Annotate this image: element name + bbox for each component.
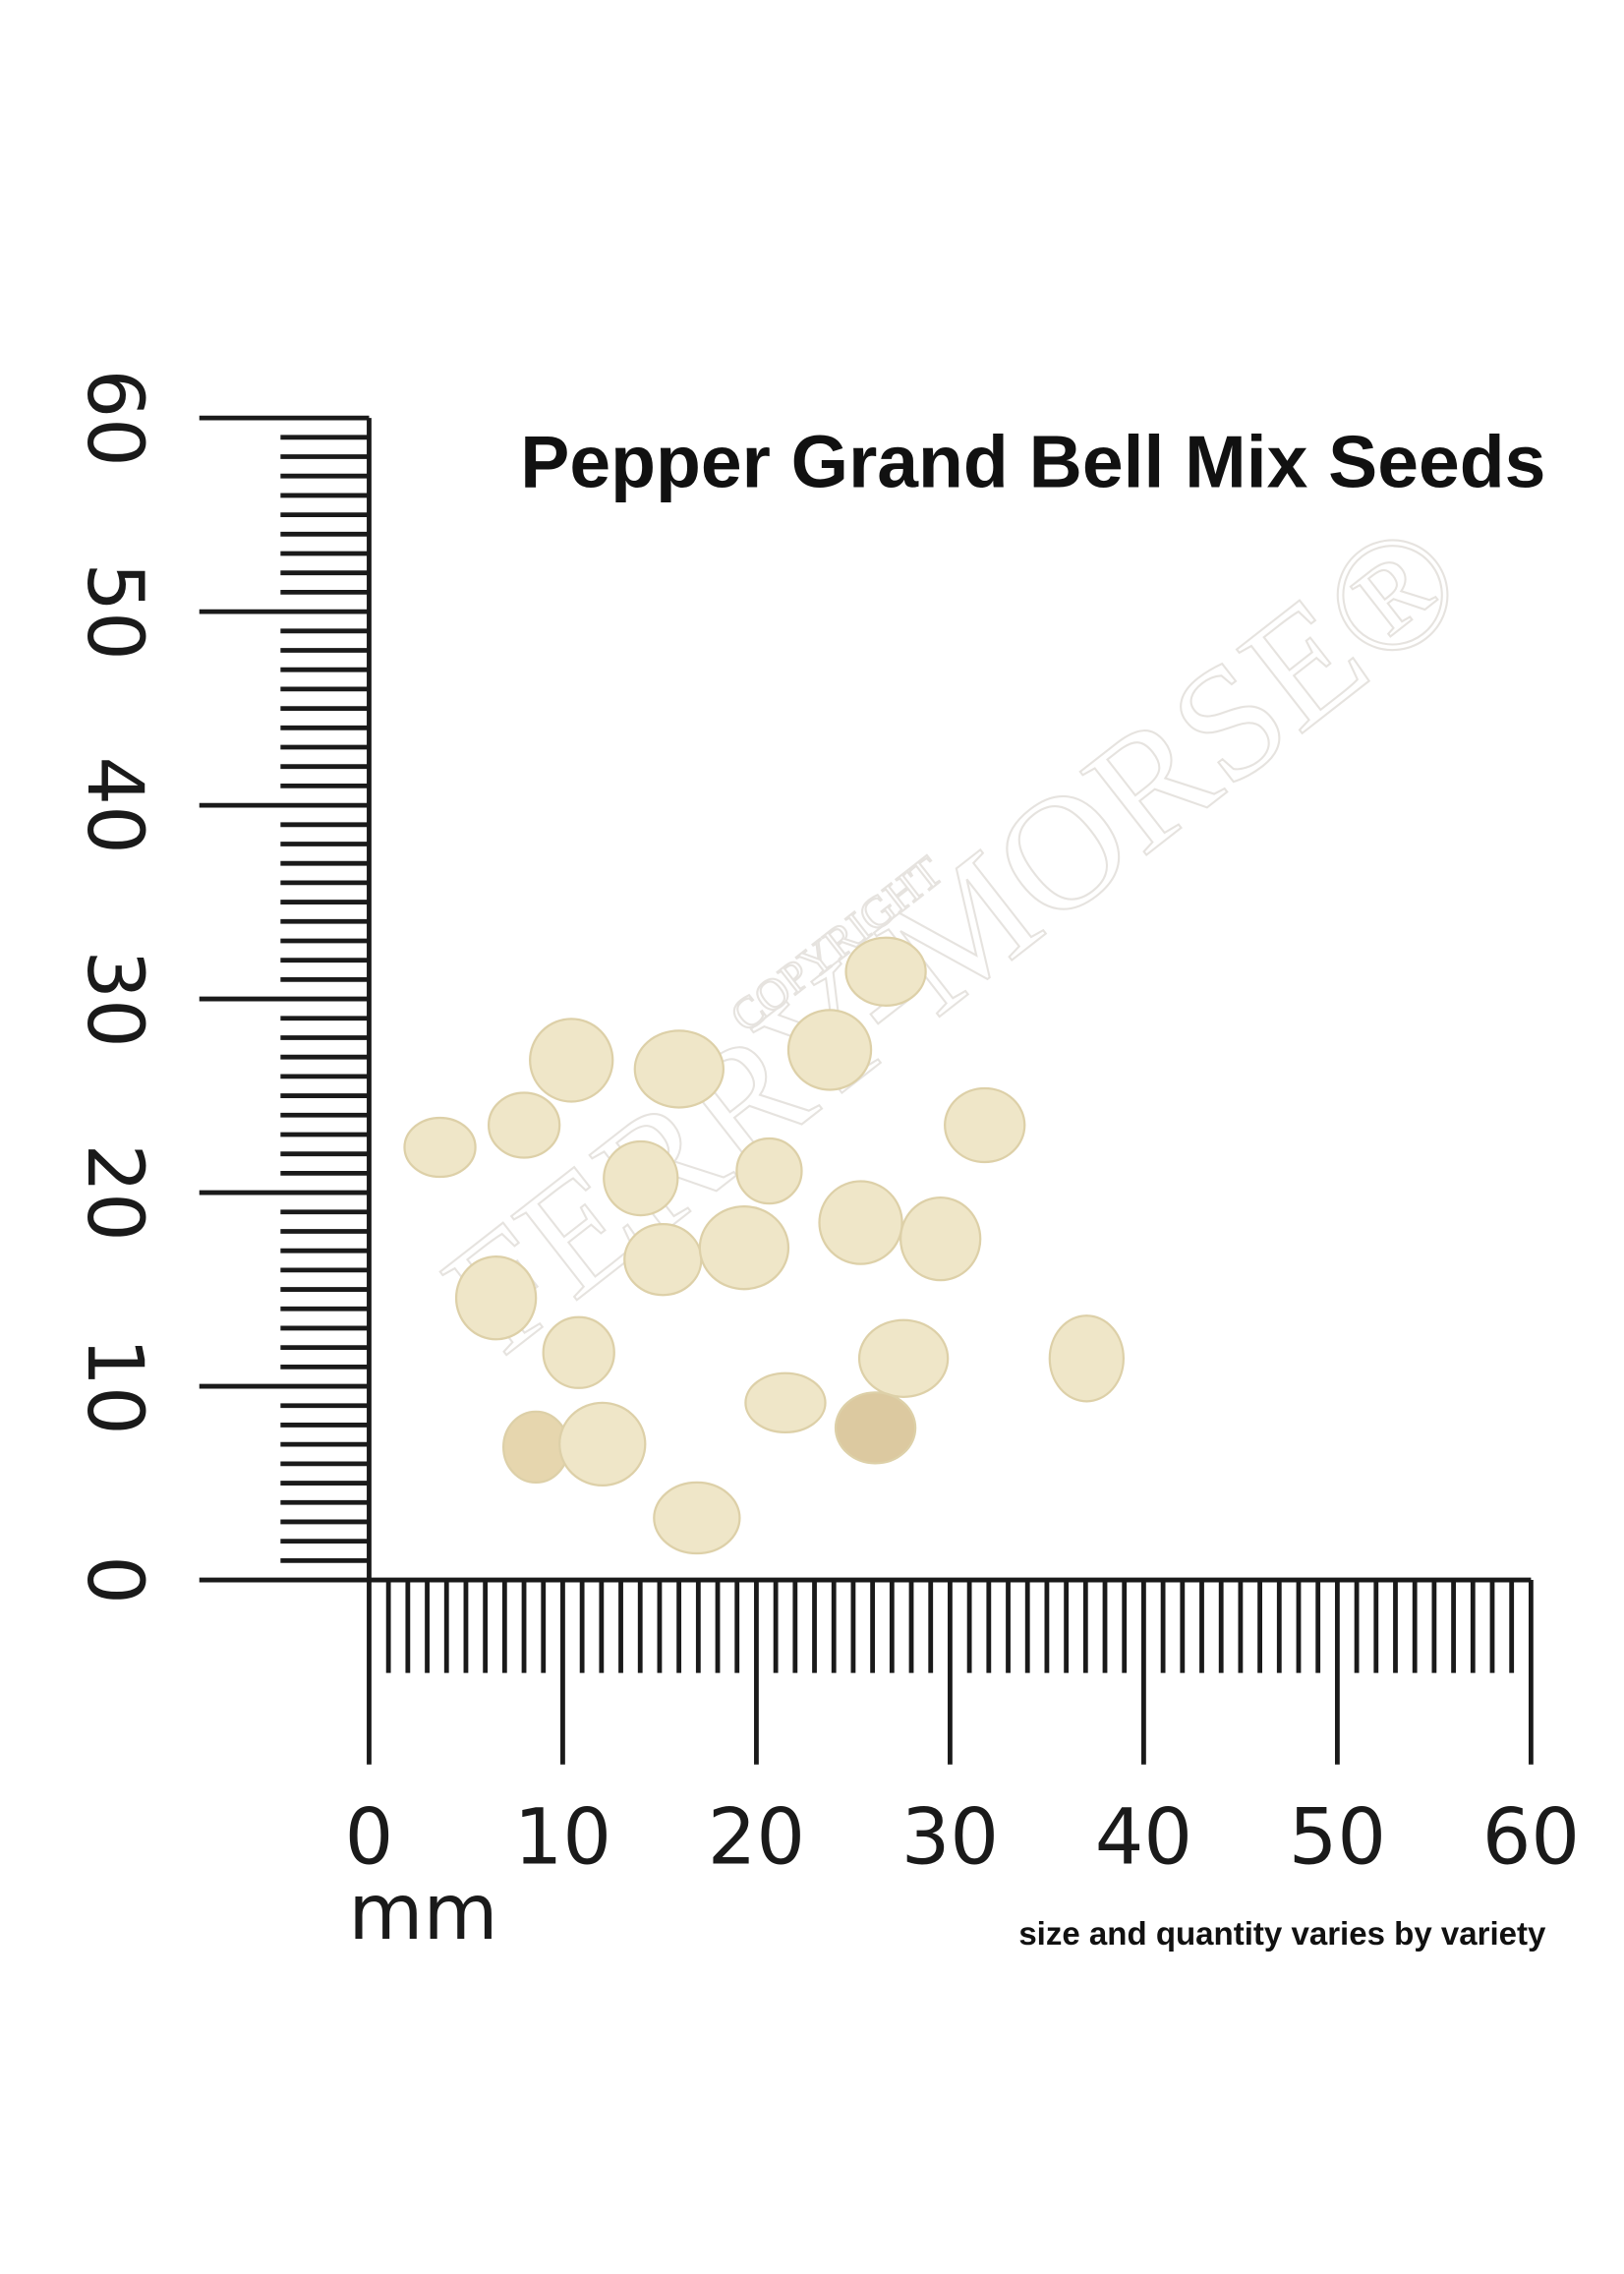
seed [558, 1401, 647, 1487]
seed [834, 1391, 917, 1465]
x-label: 30 [901, 1793, 999, 1882]
seed [542, 1315, 615, 1389]
title: Pepper Grand Bell Mix Seeds [520, 421, 1545, 503]
seeds [403, 936, 1126, 1555]
seed [944, 1086, 1026, 1164]
seed [844, 936, 927, 1007]
y-label: 40 [70, 756, 158, 853]
seed [653, 1481, 741, 1555]
x-label: 50 [1289, 1793, 1386, 1882]
seed [1048, 1314, 1126, 1403]
y-label: 10 [70, 1337, 158, 1434]
seed [744, 1371, 827, 1433]
seed [818, 1180, 903, 1265]
note: size and quantity varies by variety [1018, 1916, 1546, 1953]
y-label: 0 [70, 1555, 158, 1604]
seed [454, 1255, 538, 1341]
rulers: 0 10 20 30 40 50 60 0 10 20 30 40 50 60 [70, 369, 1580, 1882]
seed [603, 1139, 679, 1217]
seed [735, 1137, 803, 1205]
seed [403, 1116, 477, 1179]
x-label: 40 [1095, 1793, 1192, 1882]
seed [899, 1195, 982, 1282]
seed [698, 1204, 790, 1291]
y-label: 20 [70, 1143, 158, 1241]
x-label: 60 [1482, 1793, 1580, 1882]
x-label: 0 [345, 1793, 394, 1882]
seed [786, 1009, 873, 1091]
seed [623, 1222, 703, 1297]
seed [633, 1029, 725, 1109]
y-label: 30 [70, 950, 158, 1047]
x-label: 10 [514, 1793, 611, 1882]
seed [857, 1318, 950, 1398]
x-label: 20 [708, 1793, 805, 1882]
y-label: 50 [70, 562, 158, 660]
seed [529, 1018, 614, 1103]
y-label: 60 [70, 369, 158, 466]
seed [487, 1091, 561, 1159]
unit-label: mm [348, 1869, 497, 1957]
